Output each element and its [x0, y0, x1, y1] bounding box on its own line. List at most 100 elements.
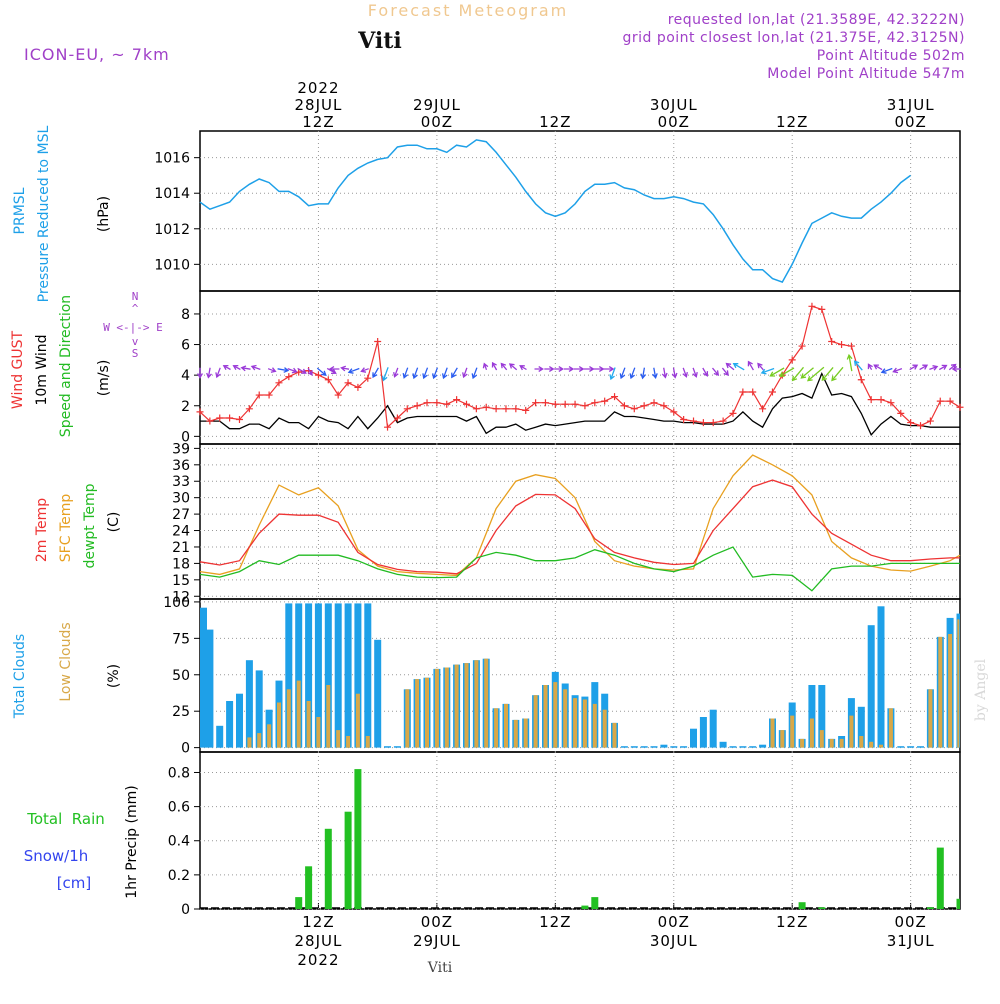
- total-cloud-bar: [907, 746, 915, 748]
- wind-direction-arrow: [721, 367, 729, 376]
- wind-direction-arrow: [702, 367, 709, 377]
- compass-ew: W <-|-> E: [103, 321, 163, 334]
- low-cloud-bar: [780, 730, 785, 748]
- wind-direction-arrow: [791, 366, 804, 382]
- total-cloud-bar: [206, 629, 214, 748]
- wind-direction-arrow: [307, 367, 313, 377]
- wind-direction-arrow: [250, 364, 261, 371]
- total-cloud-bar: [393, 746, 401, 748]
- top-axis-label: 2022: [297, 79, 339, 97]
- clouds-panel-frame: [199, 598, 961, 753]
- total-cloud-bar: [709, 709, 717, 748]
- gust-marker: [255, 391, 263, 399]
- sfc-temp-line: [199, 454, 961, 577]
- pressure-label-prmsl: PRMSL: [12, 187, 28, 234]
- gust-marker: [344, 379, 352, 387]
- temp-dewpt-label: dewpt Temp: [82, 483, 98, 568]
- total-cloud-bar: [200, 607, 207, 748]
- y-tick-label: 1012: [154, 222, 190, 238]
- bottom-axis-label: 30JUL: [650, 932, 698, 950]
- grid-point-coords: grid point closest lon,lat (21.375E, 42.…: [622, 30, 965, 46]
- wind-direction-arrow: [393, 367, 399, 378]
- rain-bar: [344, 811, 352, 909]
- gust-marker: [512, 405, 520, 413]
- wind-direction-arrow: [725, 362, 735, 371]
- gust-marker: [759, 405, 767, 413]
- low-cloud-bar: [849, 715, 854, 748]
- top-axis-label: 31JUL: [887, 96, 935, 114]
- rain-bar: [295, 897, 303, 909]
- bottom-axis-label: 00Z: [421, 913, 453, 931]
- low-cloud-bar: [888, 708, 893, 748]
- low-cloud-bar: [957, 619, 960, 748]
- wind-direction-arrow: [821, 366, 834, 382]
- low-cloud-bar: [434, 668, 439, 748]
- compass-n-arrow: ^: [132, 302, 139, 315]
- y-tick-label: 6: [181, 338, 190, 354]
- wind-direction-arrow: [732, 363, 745, 371]
- wind-direction-arrow: [287, 367, 298, 374]
- wind-direction-arrow: [867, 363, 873, 371]
- wind-direction-arrow: [534, 366, 544, 372]
- gust-marker: [788, 356, 796, 364]
- total-cloud-bar: [729, 746, 737, 748]
- gust-marker: [324, 376, 332, 384]
- wind-direction-arrow: [471, 367, 478, 380]
- gust-marker: [216, 414, 224, 422]
- y-tick-label: 33: [172, 474, 190, 490]
- wind-direction-arrow: [519, 365, 527, 371]
- total-cloud-bar: [236, 693, 243, 748]
- total-cloud-bar: [877, 606, 885, 748]
- total-cloud-bar: [749, 746, 757, 748]
- wind-direction-arrow: [919, 364, 929, 371]
- gust-marker: [680, 416, 688, 424]
- gust-marker: [917, 422, 925, 430]
- pressure-plot: 1010 1012 1014 1016: [154, 131, 960, 291]
- y-tick-label: 21: [172, 540, 190, 556]
- low-cloud-bar: [355, 693, 360, 748]
- rain-bar: [926, 907, 934, 909]
- gust-marker: [857, 376, 865, 384]
- wind-direction-arrow: [240, 365, 251, 372]
- gust-marker: [798, 342, 806, 350]
- y-tick-label: 36: [172, 458, 190, 474]
- wind-direction-arrow: [880, 367, 893, 374]
- wind-speed-dir-label: Speed and Direction: [58, 295, 74, 437]
- wind-direction-arrow: [593, 366, 605, 372]
- low-cloud-bar: [800, 738, 805, 748]
- gust-marker: [433, 399, 441, 407]
- pressure-line: [199, 139, 912, 284]
- total-cloud-bar: [305, 603, 313, 748]
- low-cloud-bar: [612, 722, 617, 748]
- gust-marker: [709, 419, 717, 427]
- y-tick-label: 39: [172, 441, 190, 457]
- wind-direction-arrow: [381, 367, 389, 382]
- gust-marker: [936, 397, 944, 405]
- compass-s: S: [132, 347, 139, 360]
- y-tick-label: 4: [181, 368, 190, 384]
- bottom-axis-label: 29JUL: [413, 932, 461, 950]
- wind-direction-arrow: [297, 367, 307, 374]
- temp-side-label: 2m Temp SFC Temp dewpt Temp (C): [34, 483, 122, 568]
- low-cloud-bar: [306, 701, 311, 748]
- rain-bar: [581, 905, 589, 909]
- low-cloud-bar: [474, 660, 479, 748]
- total-cloud-bar: [719, 741, 727, 748]
- total-cloud-bar: [650, 746, 658, 748]
- total-cloud-bar: [630, 746, 638, 748]
- gust-marker: [393, 414, 401, 422]
- low-cloud-bar: [316, 717, 321, 748]
- bottom-axis-label: 12Z: [776, 913, 808, 931]
- gust-marker: [314, 371, 322, 379]
- low-cloud-bar: [504, 703, 508, 748]
- low-cloud-bar: [346, 736, 351, 748]
- point-altitude: Point Altitude 502m: [817, 48, 965, 64]
- total-cloud-bar: [245, 660, 253, 748]
- wind-direction-arrow: [769, 367, 785, 377]
- total-cloud-bar: [324, 603, 332, 748]
- total-cloud-bar: [226, 701, 234, 748]
- wind-direction-arrow: [215, 367, 221, 379]
- total-cloud-bar: [354, 603, 362, 748]
- low-cloud-bar: [267, 724, 272, 748]
- low-cloud-bar: [257, 733, 262, 748]
